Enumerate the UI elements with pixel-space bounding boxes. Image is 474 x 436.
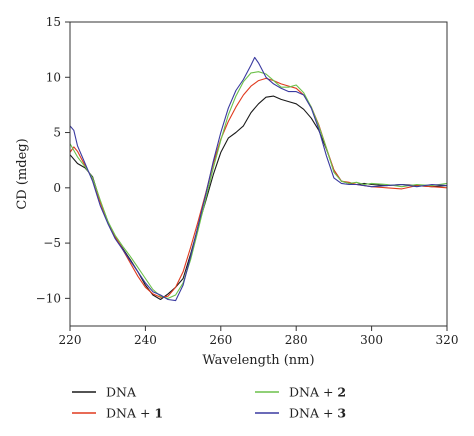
legend-label: DNA + 3 [289, 406, 346, 421]
y-tick-label: 10 [46, 70, 61, 84]
series-line-4 [70, 56, 447, 302]
x-tick-label: 300 [360, 333, 383, 347]
legend-label: DNA [106, 385, 137, 400]
y-tick-label: −10 [36, 291, 61, 305]
legend-label: DNA + 1 [106, 406, 163, 421]
legend-label: DNA + 2 [289, 385, 346, 400]
y-tick-label: 0 [53, 181, 61, 195]
series-line-1 [70, 95, 447, 301]
series-layer [70, 56, 447, 302]
legend: DNA DNA + 1 DNA + 2 DNA + 3 [72, 385, 346, 421]
y-tick-label: −5 [43, 236, 61, 250]
series-line-3 [70, 71, 447, 299]
y-axis-title: CD (mdeg) [15, 138, 30, 209]
plot-frame [69, 21, 448, 327]
y-tick-label: 15 [46, 15, 61, 29]
x-tick-label: 260 [209, 333, 232, 347]
x-axis: 220 240 260 280 300 320 [59, 326, 459, 347]
series-line-2 [70, 77, 447, 298]
x-tick-label: 280 [285, 333, 308, 347]
x-axis-title: Wavelength (nm) [202, 353, 314, 368]
x-tick-label: 320 [436, 333, 459, 347]
x-tick-label: 240 [134, 333, 157, 347]
y-axis: −10 −5 0 5 10 15 [36, 15, 70, 305]
y-tick-label: 5 [53, 126, 61, 140]
x-tick-label: 220 [59, 333, 82, 347]
